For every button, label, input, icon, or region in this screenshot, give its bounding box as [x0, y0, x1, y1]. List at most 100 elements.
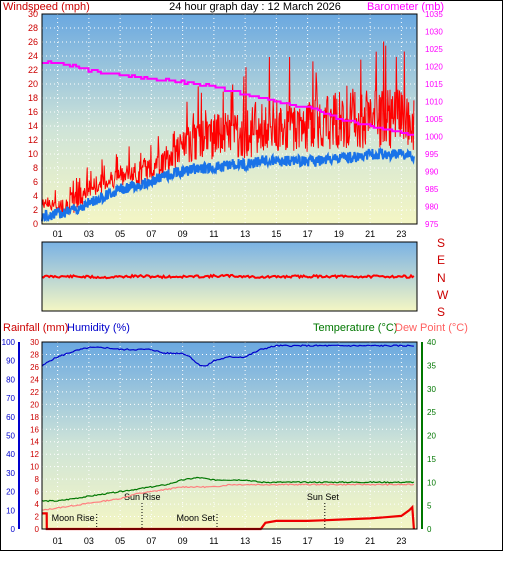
- temperature-tick-label: 15: [427, 455, 436, 464]
- barometer-tick-label: 975: [425, 220, 439, 229]
- weather-x-tick-label: 07: [146, 536, 156, 546]
- wind-x-tick-label: 15: [271, 229, 281, 239]
- weather-x-tick-label: 05: [115, 536, 125, 546]
- sun-annotation-label: Sun Rise: [124, 492, 161, 502]
- wind-plot-border: [41, 13, 418, 225]
- windspeed-tick-label: 4: [33, 191, 38, 201]
- barometer-line: [42, 60, 414, 136]
- humidity-tick-label: 50: [6, 432, 15, 441]
- temperature-tick-label: 40: [427, 338, 436, 347]
- humidity-tick-label: 10: [6, 506, 15, 515]
- temperature-axis-label: Temperature (°C): [313, 322, 397, 334]
- humidity-axis-label: Humidity (%): [67, 322, 130, 334]
- moon-annotation-label: Moon Set: [176, 513, 215, 523]
- direction-plot-border: [41, 241, 418, 312]
- temperature-tick-labels: 0 5 10 15 20 25 30 35 40: [427, 338, 436, 534]
- temperature-tick-label: 20: [427, 432, 436, 441]
- weather-graph: Windspeed (mph) 24 hour graph day : 12 M…: [2, 1, 468, 546]
- barometer-tick-label: 1005: [425, 115, 443, 124]
- humidity-tick-label: 80: [6, 375, 15, 384]
- temperature-tick-label: 5: [427, 502, 432, 511]
- windspeed-gust-line: [41, 41, 415, 216]
- direction-label: N: [437, 271, 446, 285]
- sun-moon-annotations: Sun Rise Sun Set Moon Rise Moon Set: [52, 492, 340, 529]
- weather-x-tick-label: 11: [209, 536, 218, 546]
- windspeed-tick-label: 6: [33, 177, 38, 187]
- windspeed-average-line: [41, 146, 415, 223]
- rainfall-tick-label: 8: [35, 475, 40, 484]
- moon-annotation-label: Moon Rise: [52, 513, 95, 523]
- wind-x-tick-label: 21: [365, 229, 375, 239]
- temperature-tick-label: 0: [427, 525, 432, 534]
- temperature-tick-label: 10: [427, 478, 436, 487]
- windspeed-tick-label: 26: [28, 37, 38, 47]
- humidity-tick-label: 60: [6, 413, 15, 422]
- rainfall-tick-label: 30: [30, 338, 39, 347]
- wind-x-tick-label: 19: [334, 229, 344, 239]
- rainfall-tick-label: 6: [35, 488, 40, 497]
- weather-x-tick-label: 01: [53, 536, 63, 546]
- windspeed-tick-label: 8: [33, 163, 38, 173]
- barometer-tick-label: 995: [425, 150, 439, 159]
- wind-x-tick-label: 01: [53, 229, 63, 239]
- temperature-tick-label: 30: [427, 385, 436, 394]
- graph-frame: Windspeed (mph) 24 hour graph day : 12 M…: [0, 0, 503, 551]
- wind-x-tick-label: 17: [303, 229, 313, 239]
- barometer-tick-labels: 975 980 985 990 995 1000 1005 1010 1015 1020 1025 1…: [425, 10, 443, 229]
- humidity-tick-label: 0: [11, 525, 16, 534]
- wind-x-tick-label: 23: [396, 229, 406, 239]
- rainfall-tick-label: 2: [35, 513, 40, 522]
- rainfall-tick-label: 12: [30, 450, 39, 459]
- barometer-tick-label: 1030: [425, 28, 443, 37]
- wind-x-tick-label: 11: [209, 229, 218, 239]
- wind-x-tick-label: 13: [240, 229, 250, 239]
- barometer-tick-label: 1025: [425, 45, 443, 54]
- dewpoint-axis-label: Dew Point (°C): [395, 322, 468, 334]
- chart-title: 24 hour graph day : 12 March 2026: [169, 1, 341, 13]
- direction-label: W: [437, 288, 449, 302]
- rainfall-tick-label: 4: [35, 500, 40, 509]
- weather-x-tick-label: 21: [365, 536, 375, 546]
- humidity-tick-label: 40: [6, 450, 15, 459]
- weather-x-tick-label: 23: [396, 536, 406, 546]
- rainfall-tick-label: 26: [30, 363, 39, 372]
- direction-label: S: [437, 305, 445, 319]
- barometer-tick-label: 990: [425, 168, 439, 177]
- rainfall-tick-label: 28: [30, 350, 39, 359]
- barometer-tick-label: 1015: [425, 80, 443, 89]
- barometer-tick-label: 1020: [425, 63, 443, 72]
- weather-plot-background: [42, 342, 417, 529]
- windspeed-tick-label: 2: [33, 205, 38, 215]
- wind-x-tick-labels: 01 03 05 07 09 11 13 15 17 19 21 23: [53, 229, 407, 239]
- rainfall-tick-label: 10: [30, 463, 39, 472]
- windspeed-tick-label: 14: [28, 121, 38, 131]
- barometer-tick-label: 1000: [425, 133, 443, 142]
- barometer-axis-label: Barometer (mb): [367, 1, 444, 13]
- windspeed-axis-label: Windspeed (mph): [3, 1, 90, 13]
- humidity-tick-label: 100: [2, 338, 16, 347]
- humidity-tick-label: 20: [6, 488, 15, 497]
- weather-x-tick-labels: 01 03 05 07 09 11 13 15 17 19 21 23: [53, 536, 407, 546]
- wind-direction-line: [41, 273, 415, 280]
- windspeed-tick-label: 30: [28, 9, 38, 19]
- humidity-tick-label: 30: [6, 469, 15, 478]
- windspeed-tick-label: 24: [28, 51, 38, 61]
- weather-x-tick-label: 19: [334, 536, 344, 546]
- windspeed-tick-label: 12: [28, 135, 38, 145]
- rainfall-tick-label: 0: [35, 525, 40, 534]
- rainfall-tick-label: 14: [30, 438, 39, 447]
- windspeed-tick-label: 0: [33, 219, 38, 229]
- windspeed-tick-label: 18: [28, 93, 38, 103]
- weather-plot-border: [41, 341, 418, 530]
- weather-x-tick-label: 17: [303, 536, 313, 546]
- sun-annotation-label: Sun Set: [307, 492, 340, 502]
- wind-x-tick-label: 03: [84, 229, 94, 239]
- temperature-line: [41, 476, 415, 503]
- rainfall-tick-label: 16: [30, 425, 39, 434]
- windspeed-tick-label: 20: [28, 79, 38, 89]
- barometer-tick-label: 1010: [425, 98, 443, 107]
